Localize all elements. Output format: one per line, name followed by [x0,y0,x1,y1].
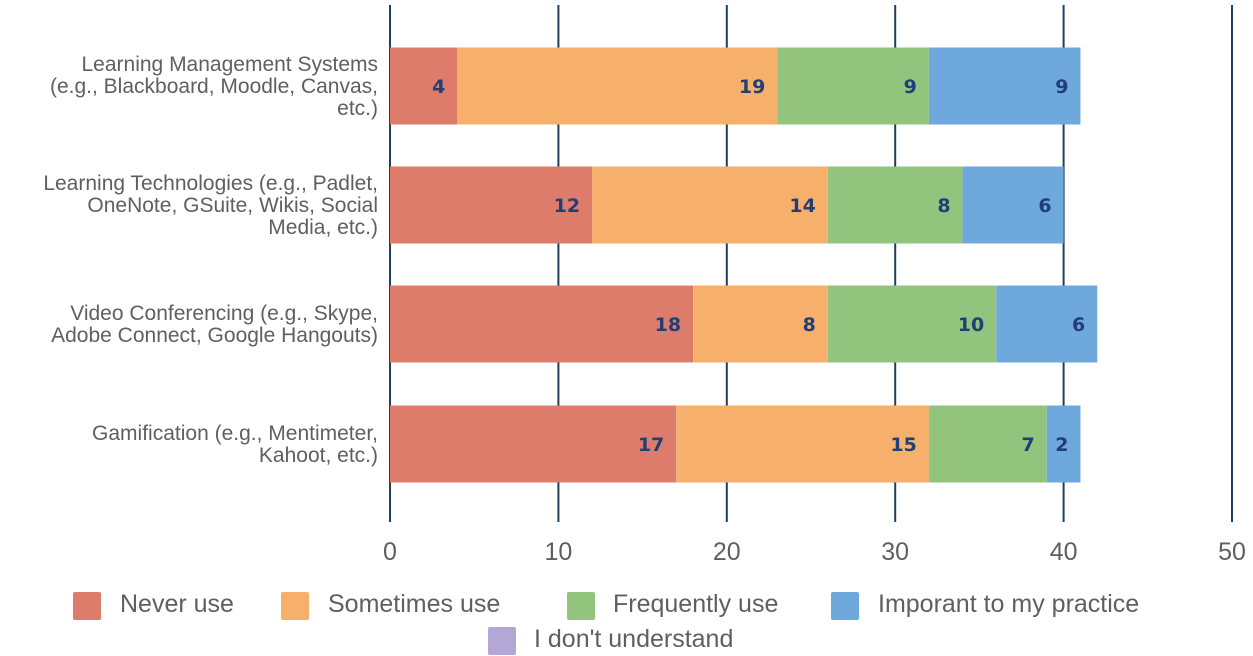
category-label: Adobe Connect, Google Hangouts) [51,324,378,347]
data-label: 9 [904,76,917,98]
bar-segment [777,47,929,125]
category-label: Kahoot, etc.) [259,444,378,467]
bar-segment [592,166,828,244]
bar-segment [996,285,1098,363]
category-labels: Learning Management Systems(e.g., Blackb… [43,53,378,467]
bar-segment [390,166,593,244]
legend: Never use Sometimes use Frequently use Impo… [73,590,1139,655]
category-label: Learning Management Systems [82,53,379,76]
x-tick-label: 0 [383,538,397,566]
data-label: 15 [890,434,916,456]
category-label: Learning Technologies (e.g., Padlet, [43,172,378,195]
legend-swatch [831,592,859,620]
data-label: 2 [1055,434,1068,456]
data-label: 17 [638,434,664,456]
data-label: 9 [1055,76,1068,98]
x-tick-label: 30 [881,538,909,566]
legend-label: Frequently use [613,590,778,618]
x-tick-label: 50 [1218,538,1246,566]
legend-label: Never use [120,590,234,618]
bar-segment [693,285,828,363]
data-label: 10 [958,314,984,336]
legend-swatch [488,627,516,655]
category-label: Media, etc.) [268,216,378,239]
data-label: 7 [1022,434,1035,456]
x-tick-label: 40 [1050,538,1078,566]
category-label: OneNote, GSuite, Wikis, Social [87,194,378,217]
category-label: Video Conferencing (e.g., Skype, [70,302,378,325]
legend-swatch [281,592,309,620]
data-label: 14 [789,195,815,217]
legend-swatch [567,592,595,620]
bar-segment [390,405,677,483]
data-label: 8 [937,195,950,217]
legend-swatch [73,592,101,620]
bar-segment [827,285,997,363]
legend-label: Sometimes use [328,590,500,618]
data-label: 6 [1038,195,1051,217]
bar-segment [928,47,1081,125]
x-axis-ticks: 0 10 20 30 40 50 [383,538,1246,566]
data-label: 18 [655,314,681,336]
bar-segment [1046,405,1081,483]
x-tick-label: 10 [544,538,572,566]
x-tick-label: 20 [713,538,741,566]
legend-label: Imporant to my practice [878,590,1139,618]
bar-segment [676,405,929,483]
bar-segment [390,47,458,125]
data-label: 4 [432,76,445,98]
bar-segment [390,285,694,363]
bars [390,47,1098,483]
data-label: 6 [1072,314,1085,336]
bar-segment [962,166,1064,244]
legend-label: I don't understand [534,625,733,653]
category-label: (e.g., Blackboard, Moodle, Canvas, [50,75,378,98]
category-label: Gamification (e.g., Mentimeter, [92,422,378,445]
data-label: 8 [803,314,816,336]
value-labels: 4 19 9 9 12 14 8 6 18 8 10 6 17 15 7 2 [432,76,1085,456]
data-label: 12 [554,195,580,217]
bar-segment [928,405,1047,483]
bar-segment [457,47,778,125]
data-label: 19 [739,76,765,98]
category-label: etc.) [337,97,378,120]
bar-segment [827,166,963,244]
